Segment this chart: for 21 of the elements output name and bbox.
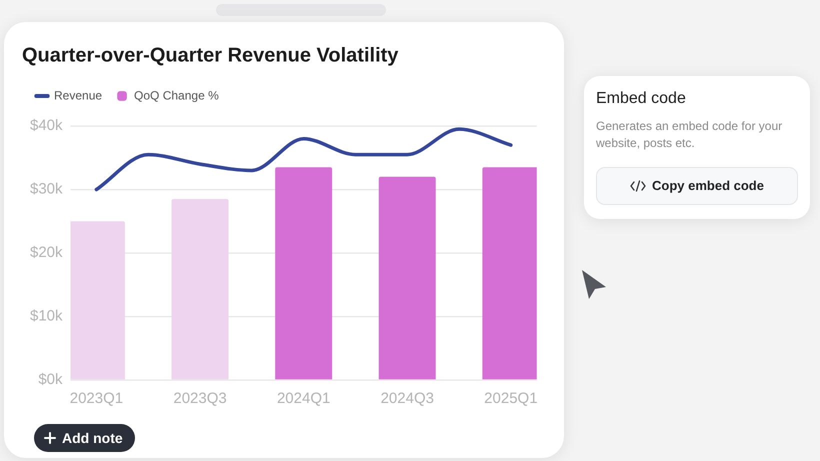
bar <box>378 176 436 380</box>
line-series <box>94 127 513 192</box>
code-button: Copy embed code <box>596 166 798 205</box>
y-tick-label: $20k <box>30 244 64 262</box>
x-tick-label: 2025Q1 <box>484 390 538 408</box>
x-tick-label: 2023Q1 <box>70 390 124 408</box>
y-tick-label: $40k <box>30 117 64 134</box>
y-tick-label: $10k <box>30 308 64 325</box>
text: Embed code <box>596 90 687 108</box>
bar <box>275 167 332 380</box>
y-tick-label: $30k <box>30 180 64 198</box>
note-button: Add note <box>34 424 135 452</box>
x-tick-label: 2024Q3 <box>380 390 434 408</box>
legend-label: QoQ Change % <box>134 88 220 102</box>
text: Generates an embed code for your website, posts etc. <box>596 118 784 152</box>
x-tick-label: 2023Q3 <box>173 390 227 408</box>
bar <box>172 199 229 380</box>
x-tick-label: 2024Q1 <box>276 390 330 408</box>
y-tick-label: $0k <box>38 371 64 388</box>
legend-label: Revenue <box>54 88 102 102</box>
chart-title: Quarter-over-Quarter Revenue Volatility <box>22 44 400 67</box>
